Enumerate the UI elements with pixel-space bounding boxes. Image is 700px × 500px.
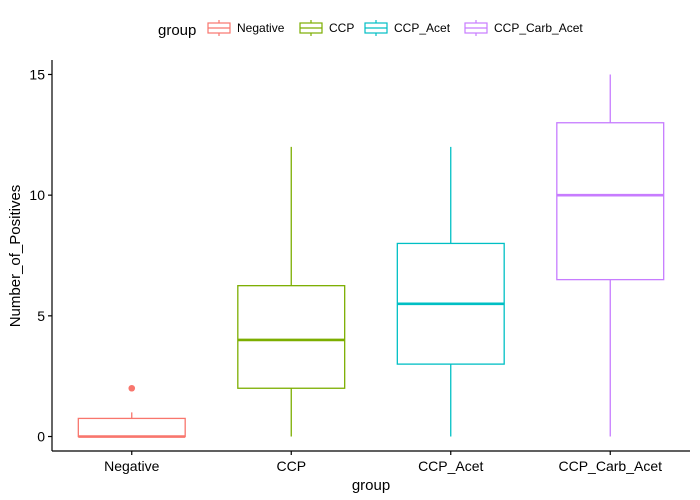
box-iqr — [77, 417, 186, 438]
legend-label: Negative — [237, 21, 285, 35]
y-tick-label: 5 — [37, 308, 45, 324]
legend: group Negative CCP CCP_Acet CCP_Carb_Acet — [158, 20, 583, 39]
box-negative — [77, 384, 186, 438]
y-tick-label: 15 — [29, 66, 45, 82]
y-axis-title: Number_of_Positives — [7, 185, 24, 328]
box-iqr — [556, 122, 665, 281]
box-ccp-acet — [396, 146, 505, 437]
y-tick-label: 0 — [37, 429, 45, 445]
x-axis-title: group — [352, 477, 390, 494]
legend-label: CCP_Carb_Acet — [494, 21, 583, 35]
legend-item-ccp-carb-acet: CCP_Carb_Acet — [464, 20, 583, 36]
x-tick-label: Negative — [104, 458, 159, 474]
legend-label: CCP — [329, 21, 354, 35]
y-tick-label: 10 — [29, 187, 45, 203]
legend-item-ccp: CCP — [299, 20, 354, 36]
x-tick-label: CCP_Carb_Acet — [559, 458, 663, 474]
plot-area — [77, 74, 665, 438]
legend-item-negative: Negative — [207, 20, 285, 36]
box-ccp-carb-acet — [556, 74, 665, 437]
legend-item-ccp-acet: CCP_Acet — [364, 20, 451, 36]
axes: group Number_of_Positives 0 5 10 15 Negative… — [7, 60, 690, 494]
outlier-point — [128, 384, 136, 392]
x-tick-label: CCP_Acet — [418, 458, 483, 474]
x-tick-label: CCP — [276, 458, 306, 474]
legend-label: CCP_Acet — [394, 21, 451, 35]
box-ccp — [237, 146, 346, 437]
box-iqr — [237, 285, 346, 389]
legend-title: group — [158, 22, 196, 39]
